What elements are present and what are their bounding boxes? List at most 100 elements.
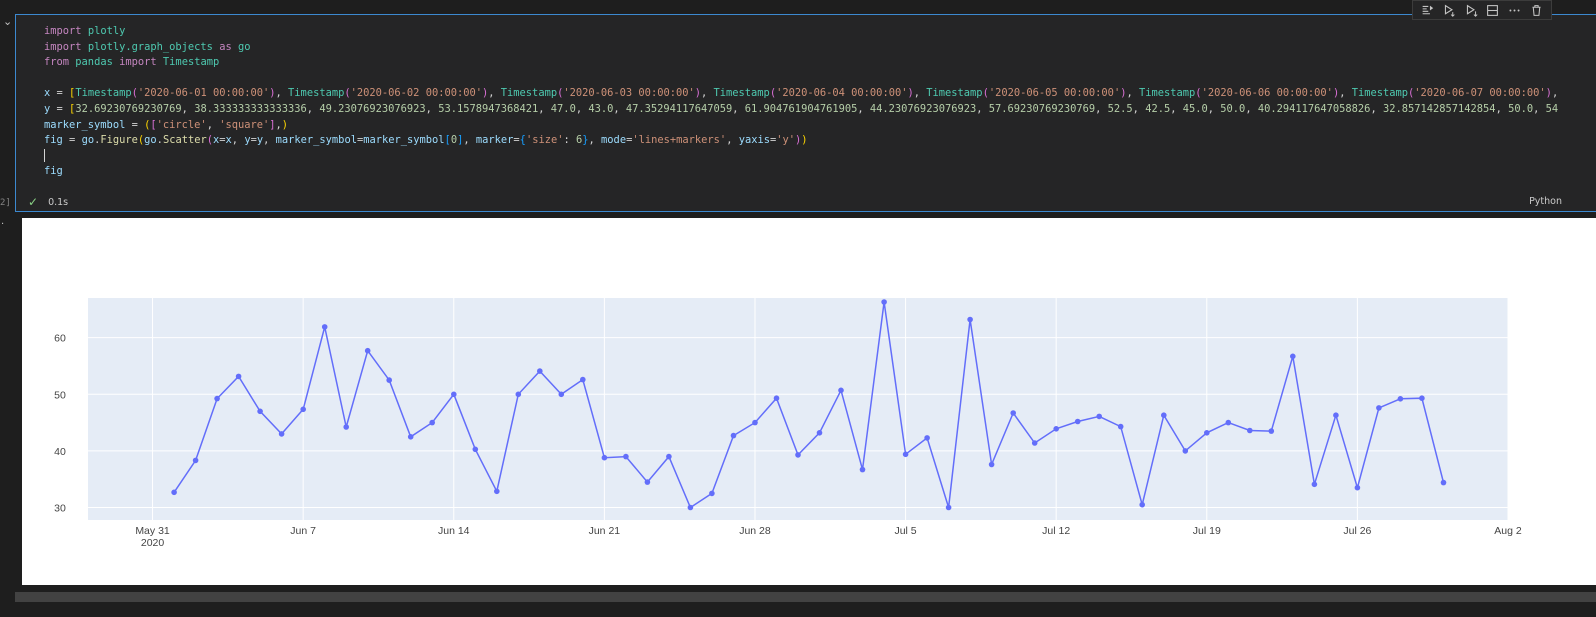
code-token: , — [1095, 102, 1108, 115]
code-token: ) — [482, 87, 489, 100]
code-token: ) — [694, 87, 701, 100]
data-point — [1290, 353, 1296, 360]
code-token: = — [250, 134, 257, 147]
horizontal-scrollbar[interactable] — [15, 592, 1596, 602]
code-token: as — [219, 40, 232, 53]
code-token: Timestamp — [1138, 87, 1196, 100]
data-point — [321, 324, 328, 330]
code-token: plotly.graph_objects — [87, 40, 213, 53]
code-token: Timestamp — [288, 87, 345, 100]
data-point — [1053, 426, 1059, 432]
code-editor[interactable]: import plotly import plotly.graph_objects… — [44, 24, 1594, 180]
delete-cell-icon[interactable] — [1529, 3, 1543, 17]
code-token: , — [181, 102, 195, 115]
code-line: fig = go.Figure(go.Scatter(x=x, y=y, mar… — [44, 133, 1594, 149]
data-point — [1161, 412, 1167, 418]
code-line: y = [32.69230769230769, 38.3333333333333… — [44, 102, 1594, 118]
code-token: 42.5 — [1145, 102, 1171, 115]
code-token: Scatter — [162, 134, 207, 147]
code-cell[interactable] — [15, 14, 1596, 212]
code-token: , — [206, 118, 220, 131]
code-token: [ — [69, 102, 76, 115]
code-token: 49.23076923076923 — [319, 102, 426, 115]
code-token: Timestamp — [1351, 87, 1409, 100]
data-point — [1268, 428, 1275, 434]
code-token: ] — [269, 118, 276, 131]
code-token: Timestamp — [500, 87, 558, 100]
split-cell-icon[interactable] — [1486, 3, 1500, 17]
code-token: 40.294117647058826 — [1257, 102, 1371, 115]
x-tick-label: 2020 — [141, 537, 165, 549]
code-token: 'y' — [776, 134, 796, 147]
code-token: [ — [150, 118, 157, 131]
data-point — [1031, 440, 1038, 446]
x-tick-label: Jul 5 — [894, 525, 916, 537]
data-point — [472, 446, 479, 453]
code-token: 'circle' — [156, 118, 207, 131]
code-token: import — [44, 25, 82, 37]
data-point — [171, 489, 177, 496]
code-token: y — [256, 134, 264, 147]
data-point — [945, 504, 952, 511]
data-point — [407, 434, 414, 440]
code-token: fig — [44, 134, 63, 147]
code-token: , — [1132, 102, 1146, 115]
collapse-chevron-icon[interactable]: ⌄ — [3, 15, 13, 28]
execute-below-icon[interactable] — [1464, 3, 1478, 17]
code-token: y — [44, 102, 51, 115]
data-point — [558, 391, 565, 398]
data-point — [386, 377, 393, 383]
code-token: { — [519, 134, 526, 147]
code-token: marker — [475, 134, 514, 147]
more-actions-icon[interactable] — [1507, 3, 1521, 17]
data-point — [1074, 418, 1081, 425]
code-line: import plotly.graph_objects as go — [44, 40, 1594, 56]
code-token: ( — [982, 87, 989, 100]
code-token: ) — [907, 87, 914, 100]
data-point — [838, 387, 844, 394]
code-token: , — [701, 87, 714, 100]
code-token: 'lines+markers' — [632, 134, 727, 147]
data-point — [687, 504, 694, 511]
code-token: 47.0 — [550, 102, 576, 115]
code-token: ( — [1408, 87, 1415, 100]
code-token: 45.0 — [1182, 102, 1208, 115]
code-token: '2020-06-05 00:00:00' — [988, 87, 1121, 100]
code-token: } — [582, 134, 589, 147]
code-token: 61.904761904761905 — [744, 102, 858, 115]
y-tick-label: 30 — [54, 503, 66, 515]
cell-gutter — [0, 14, 15, 212]
code-token: Timestamp — [926, 87, 983, 100]
data-point — [1117, 423, 1124, 430]
code-token: go — [81, 134, 95, 147]
code-token: 'size' — [525, 134, 564, 147]
code-token: 44.23076923076923 — [869, 102, 977, 115]
data-point — [881, 299, 887, 305]
code-token: x — [225, 134, 232, 147]
x-tick-label: Jun 28 — [739, 525, 771, 537]
code-token: go — [237, 40, 251, 53]
x-tick-label: Aug 2 — [1494, 525, 1522, 537]
code-token: marker_symbol — [44, 118, 126, 131]
data-point — [1139, 501, 1145, 508]
code-token: Timestamp — [713, 87, 770, 100]
top-strip — [0, 0, 1596, 14]
code-token: , — [857, 102, 870, 115]
cell-toolbar — [1412, 0, 1552, 20]
code-token: . — [94, 134, 101, 147]
code-token: = — [356, 134, 364, 147]
code-token: , — [1245, 102, 1258, 115]
cell-language-label[interactable]: Python — [1529, 196, 1562, 207]
code-token: x — [44, 87, 51, 100]
code-token: , — [275, 118, 282, 131]
code-token: ( — [144, 118, 151, 131]
code-token: ( — [344, 87, 351, 100]
execute-cell-below-icon[interactable] — [1442, 3, 1456, 17]
code-token: ) — [269, 87, 276, 100]
data-point — [214, 395, 220, 402]
data-point — [364, 347, 371, 354]
execute-above-icon[interactable] — [1421, 3, 1435, 17]
code-token: ( — [206, 134, 213, 147]
code-token: , — [275, 87, 289, 100]
